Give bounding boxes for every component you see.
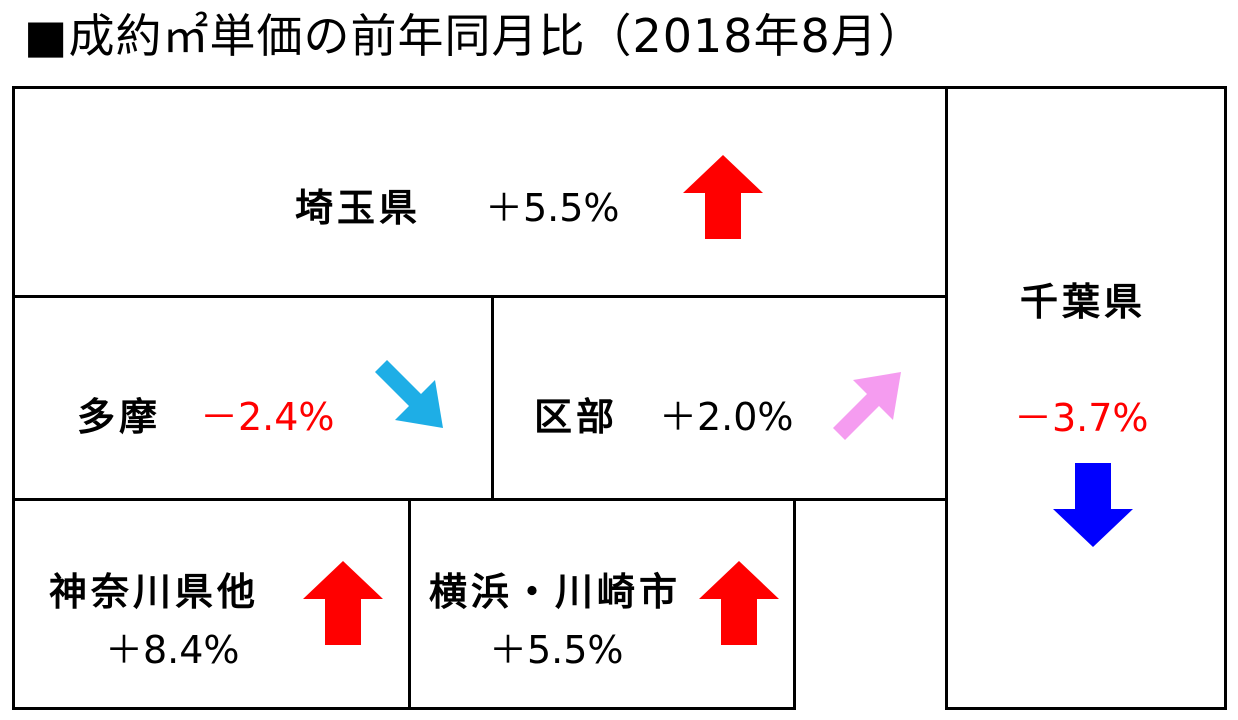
region-chiba: 千葉県 －3.7% xyxy=(945,86,1227,710)
arrow-up-icon xyxy=(683,155,763,239)
region-name: 区部 xyxy=(534,395,619,439)
page-title: ■成約㎡単価の前年同月比（2018年8月） xyxy=(24,9,925,63)
region-value: ＋8.4% xyxy=(105,628,240,672)
region-value: －2.4% xyxy=(200,395,335,439)
region-name: 多摩 xyxy=(77,395,162,439)
region-value: －3.7% xyxy=(1014,396,1149,440)
region-name: 神奈川県他 xyxy=(49,570,260,614)
region-saitama: 埼玉県 ＋5.5% xyxy=(12,86,948,298)
region-value: ＋5.5% xyxy=(485,186,620,230)
region-tama: 多摩 －2.4% xyxy=(12,295,494,501)
region-name: 埼玉県 xyxy=(295,186,422,230)
arrow-up-right-icon xyxy=(829,372,901,440)
region-value: ＋5.5% xyxy=(489,628,624,672)
region-name: 千葉県 xyxy=(1020,280,1147,324)
arrow-up-icon xyxy=(699,561,779,645)
region-kanagawa: 神奈川県他 ＋8.4% xyxy=(12,498,411,710)
arrow-down-right-icon xyxy=(371,360,443,428)
arrow-down-icon xyxy=(1053,463,1133,547)
region-yokohama-kawasaki: 横浜・川崎市 ＋5.5% xyxy=(408,498,796,710)
region-ku: 区部 ＋2.0% xyxy=(491,295,948,501)
region-name: 横浜・川崎市 xyxy=(429,570,682,614)
region-value: ＋2.0% xyxy=(659,395,794,439)
arrow-up-icon xyxy=(303,561,383,645)
